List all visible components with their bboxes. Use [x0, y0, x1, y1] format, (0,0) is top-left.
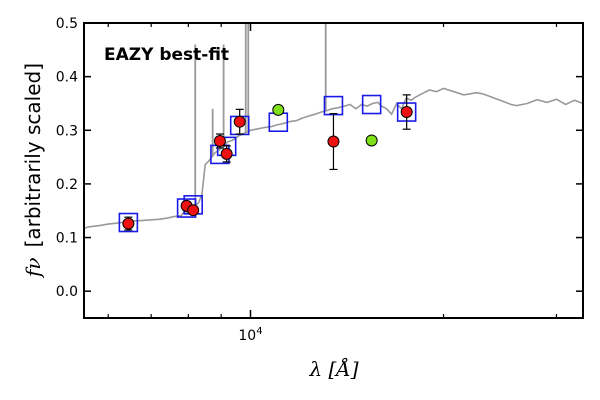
- plot-area: [84, 23, 583, 318]
- observed-point: [122, 217, 135, 230]
- y-tick-label: 0.1: [56, 231, 78, 247]
- y-tick-label: 0.3: [56, 123, 78, 139]
- extra-points-layer: [272, 103, 378, 147]
- y-tick-label: 0.0: [56, 284, 78, 300]
- y-tick-label: 0.2: [56, 177, 78, 193]
- model-flux-box: [118, 212, 139, 233]
- extra-point: [272, 103, 285, 116]
- y-axis-text: [arbitrarily scaled]: [21, 63, 45, 247]
- y-axis-symbol: fν: [21, 257, 45, 279]
- annotation-label: EAZY best-fit: [104, 45, 229, 65]
- x-tick-label: 104: [238, 326, 262, 344]
- y-tick-label: 0.4: [56, 70, 78, 86]
- x-ticks-layer: 104: [107, 23, 558, 344]
- extra-point: [365, 134, 378, 147]
- observed-points-layer: [122, 106, 413, 230]
- observed-point: [233, 115, 246, 128]
- y-ticks-layer: 0.0 0.1 0.2 0.3 0.4 0.5: [56, 16, 583, 300]
- observed-point: [213, 135, 226, 147]
- model-spectrum-line: [83, 87, 584, 230]
- x-axis-label: λ [Å]: [308, 356, 358, 381]
- model-flux-box: [361, 94, 382, 115]
- plot-frame: [83, 22, 584, 319]
- y-axis-label: fν [arbitrarily scaled]: [21, 63, 45, 279]
- observed-point: [187, 204, 200, 217]
- y-tick-label: 0.5: [56, 16, 78, 32]
- observed-point: [400, 106, 413, 119]
- observed-point: [327, 135, 340, 148]
- model-spectrum-layer: [83, 87, 584, 230]
- svg-text:fν [arbitrarily scaled]: fν [arbitrarily scaled]: [21, 63, 45, 279]
- observed-point: [220, 147, 233, 160]
